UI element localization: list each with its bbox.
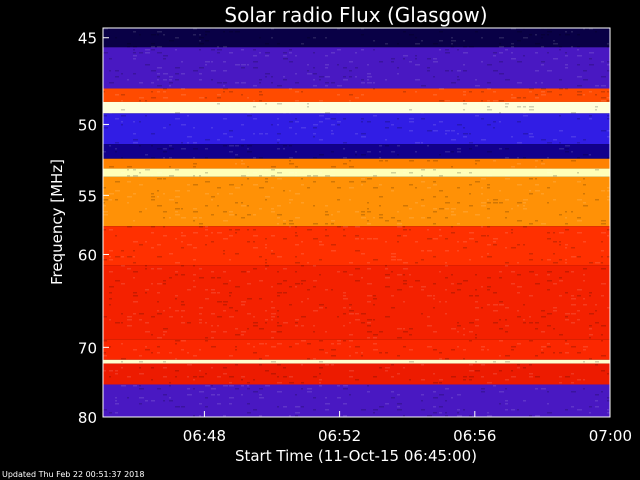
spectrogram-band-5 (103, 144, 610, 159)
plot-frame (102, 27, 611, 418)
spectrogram-band-14 (103, 384, 610, 417)
y-axis-label: Frequency [MHz] (48, 159, 66, 285)
spectrogram-band-1 (103, 47, 610, 89)
x-axis: 06:48 06:52 06:56 07:00 (183, 411, 632, 445)
y-tick-label: 70 (78, 339, 97, 357)
spectrogram-band-4 (103, 113, 610, 145)
spectrogram-band-13 (103, 363, 610, 385)
y-tick-label: 60 (78, 246, 97, 264)
x-tick-label: 06:52 (318, 427, 361, 445)
spectrogram-band-12 (103, 359, 610, 364)
y-tick-label: 80 (78, 409, 97, 427)
spectrogram-band-9 (103, 226, 610, 266)
y-axis: 45 50 55 60 70 80 (78, 30, 109, 427)
plot-area (103, 28, 610, 417)
spectrogram-texture (103, 28, 610, 417)
update-footer: Updated Thu Feb 22 00:51:37 2018 (2, 470, 145, 479)
x-tick-label: 07:00 (589, 427, 632, 445)
spectrogram-band-3 (103, 101, 610, 114)
spectrogram-band-7 (103, 168, 610, 177)
spectrogram-band-6 (103, 158, 610, 169)
x-tick-label: 06:56 (453, 427, 496, 445)
spectrogram-band-11 (103, 339, 610, 360)
spectrogram-band-8 (103, 176, 610, 227)
x-tick-label: 06:48 (183, 427, 226, 445)
y-tick-label: 55 (78, 187, 97, 205)
spectrogram-band-2 (103, 88, 610, 102)
chart-title: Solar radio Flux (Glasgow) (224, 3, 487, 27)
y-tick-label: 45 (78, 30, 97, 48)
spectrogram-band-10 (103, 265, 610, 340)
y-tick-label: 50 (78, 116, 97, 134)
spectrogram-band-0 (103, 28, 610, 48)
x-axis-label: Start Time (11-Oct-15 06:45:00) (235, 447, 477, 465)
